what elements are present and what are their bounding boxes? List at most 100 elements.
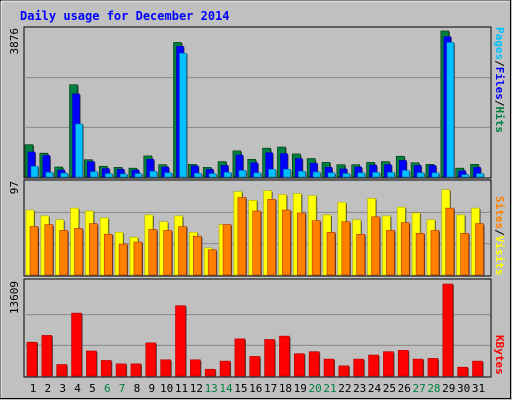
pages-bar xyxy=(30,165,39,178)
kbytes-bar xyxy=(100,360,112,377)
kbytes-bar xyxy=(412,358,424,377)
sites-bar xyxy=(371,216,380,276)
pages-bar xyxy=(327,172,336,178)
sites-bar xyxy=(430,230,440,276)
x-tick-label: 26 xyxy=(398,382,411,395)
sites-bar xyxy=(59,230,69,276)
kbytes-bar xyxy=(472,360,483,377)
kbytes-bar xyxy=(56,364,68,377)
x-tick-label: 18 xyxy=(279,382,292,395)
sites-bar xyxy=(178,226,187,276)
kbytes-bar xyxy=(234,338,246,377)
legend-pages: Pages xyxy=(493,27,506,60)
x-tick-label: 14 xyxy=(219,382,233,395)
kbytes-bar xyxy=(442,283,454,377)
sites-bar xyxy=(326,232,336,276)
pages-bar xyxy=(297,170,306,178)
kbytes-bar xyxy=(204,368,216,377)
legend-visits: Visits xyxy=(493,236,506,276)
pages-bar xyxy=(253,172,262,178)
x-tick-label: 4 xyxy=(74,382,81,395)
legend-sep: / xyxy=(493,229,506,236)
kbytes-bar xyxy=(323,358,335,377)
legend-visits-panel: Sites/Visits xyxy=(493,196,506,276)
sites-bar xyxy=(341,221,351,276)
kbytes-bar xyxy=(160,359,171,377)
pages-bar xyxy=(119,173,128,178)
x-tick-label: 9 xyxy=(148,382,155,395)
x-tick-label: 28 xyxy=(427,382,440,395)
pages-bar xyxy=(149,170,158,178)
pages-bar xyxy=(238,170,247,178)
visits-ymax-label: 97 xyxy=(8,181,21,194)
x-tick-label: 17 xyxy=(264,382,277,395)
kbytes-bar xyxy=(383,351,394,377)
pages-bar xyxy=(461,174,469,178)
pages-bar xyxy=(401,170,410,178)
sites-bar xyxy=(415,233,425,276)
sites-bar xyxy=(311,220,321,276)
sites-bar xyxy=(237,197,247,276)
sites-bar xyxy=(356,233,366,276)
kbytes-bar xyxy=(353,358,365,377)
pages-bar xyxy=(416,172,425,178)
sites-bar xyxy=(207,249,217,276)
kbytes-bar xyxy=(71,312,82,377)
bars xyxy=(24,30,485,377)
kbytes-bar xyxy=(308,351,320,377)
kbytes-ymax-label: 13609 xyxy=(8,281,21,314)
x-tick-label: 2 xyxy=(45,382,52,395)
pages-bar xyxy=(268,169,276,178)
pages-bar xyxy=(283,169,291,178)
pages-bar xyxy=(223,172,232,178)
legend-kbytes-panel: KBytes xyxy=(493,335,506,375)
kbytes-bar xyxy=(190,359,201,377)
pages-bar xyxy=(446,42,455,178)
pages-bar xyxy=(164,172,172,178)
hits-ymax-label: 3876 xyxy=(8,28,21,55)
pages-bar xyxy=(476,173,484,178)
pages-bar xyxy=(90,171,98,178)
x-tick-label: 12 xyxy=(190,382,203,395)
kbytes-bar xyxy=(175,305,186,377)
kbytes-bar xyxy=(293,353,305,377)
x-tick-label: 10 xyxy=(160,382,173,395)
x-tick-label: 13 xyxy=(205,382,218,395)
kbytes-bar xyxy=(264,339,275,377)
sites-bar xyxy=(163,230,172,276)
x-tick-label: 15 xyxy=(234,382,247,395)
x-tick-label: 11 xyxy=(175,382,188,395)
sites-bar xyxy=(148,229,158,276)
x-tick-label: 8 xyxy=(134,382,141,395)
x-tick-label: 31 xyxy=(472,382,485,395)
kbytes-bar xyxy=(279,335,290,377)
kbytes-bar xyxy=(219,360,231,377)
kbytes-bar xyxy=(368,354,379,377)
sites-bar xyxy=(252,210,262,276)
pages-bar xyxy=(134,173,143,178)
sites-bar xyxy=(282,209,291,276)
kbytes-bar xyxy=(86,350,97,377)
x-tick-label: 3 xyxy=(59,382,66,395)
sites-bar xyxy=(29,226,39,276)
sites-bar xyxy=(74,228,83,276)
pages-bar xyxy=(179,52,187,178)
legend-sep: / xyxy=(493,100,506,107)
pages-bar xyxy=(75,123,83,178)
x-tick-label: 29 xyxy=(442,382,455,395)
x-tick-label: 5 xyxy=(89,382,96,395)
sites-bar xyxy=(267,199,276,276)
kbytes-bar xyxy=(41,335,53,377)
pages-bar xyxy=(431,172,440,178)
sites-bar xyxy=(44,224,54,276)
chart-title: Daily usage for December 2014 xyxy=(20,9,230,23)
kbytes-bar xyxy=(427,358,439,377)
x-tick-label: 19 xyxy=(294,382,307,395)
x-tick-label: 30 xyxy=(457,382,470,395)
pages-bar xyxy=(60,172,69,178)
pages-bar xyxy=(357,172,366,178)
pages-bar xyxy=(372,172,380,178)
x-tick-label: 21 xyxy=(323,382,336,395)
x-tick-label: 20 xyxy=(309,382,322,395)
x-tick-label: 1 xyxy=(30,382,37,395)
